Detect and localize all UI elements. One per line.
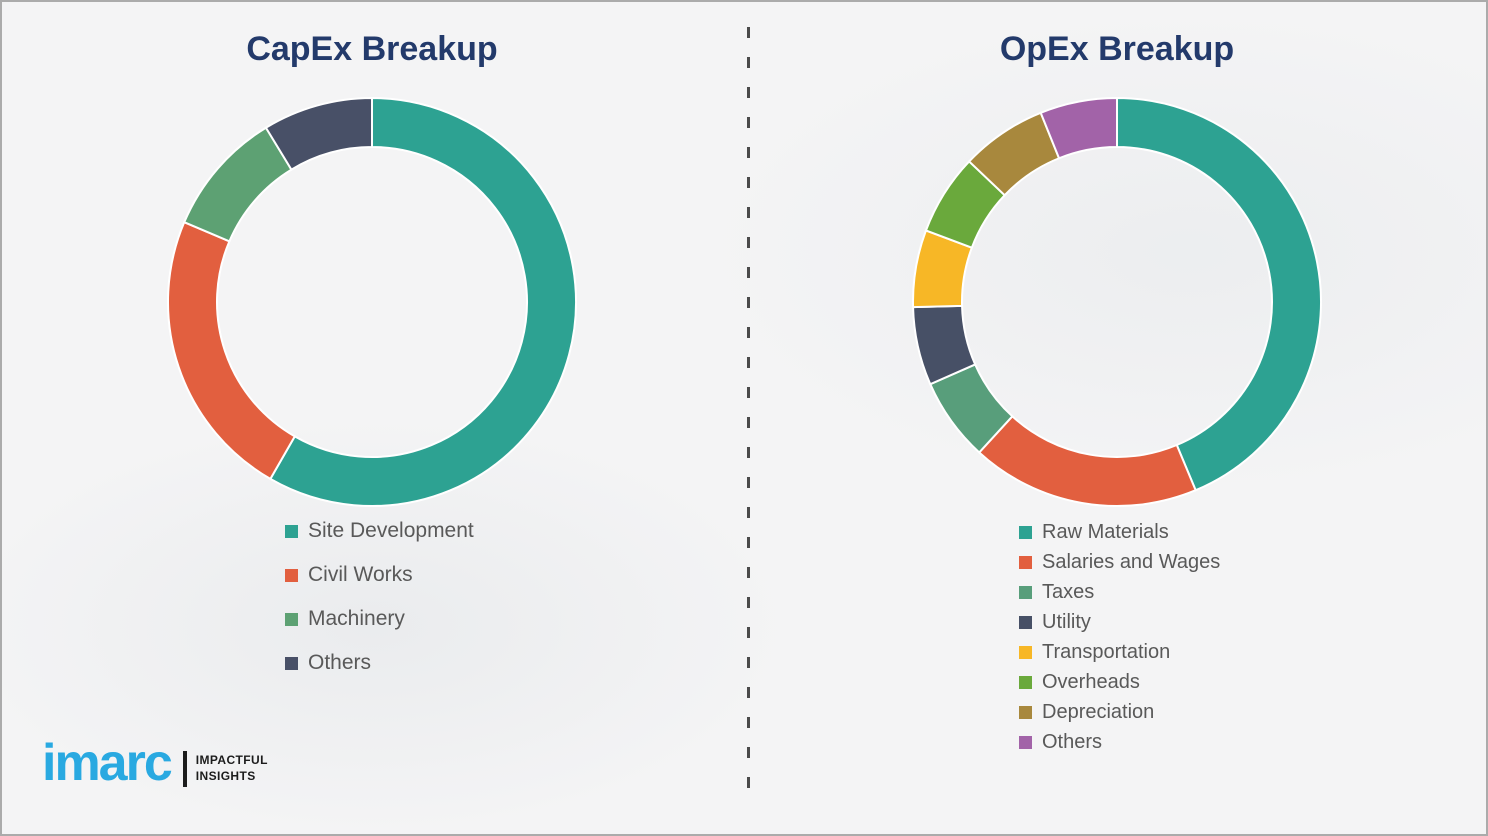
legend-item-others: Others [1019,727,1220,757]
legend-swatch-utility [1019,615,1032,629]
legend-swatch-others [285,656,298,670]
legend-swatch-site-development [285,524,298,538]
legend-swatch-machinery [285,612,298,626]
legend-label: Others [1042,730,1103,753]
capex-legend: Site Development Civil Works Machinery Othe… [285,509,474,685]
legend-label: Civil Works [308,563,413,586]
opex-chart-title: OpEx Breakup [999,30,1235,68]
logo-divider-bar [182,750,187,787]
donut-segment-others [264,97,373,171]
legend-item-salaries-and-wages: Salaries and Wages [1019,547,1220,577]
legend-label: Overheads [1042,670,1140,693]
donut-segment-site-development [269,97,577,507]
imarc-logo-text: imarc [42,734,173,792]
legend-swatch-taxes [1019,585,1032,599]
legend-item-transportation: Transportation [1019,637,1220,667]
imarc-logo: imarc IMPACTFUL INSIGHTS [42,734,268,792]
legend-item-utility: Utility [1019,607,1220,637]
legend-swatch-civil-works [285,568,298,582]
legend-item-raw-materials: Raw Materials [1019,517,1220,547]
legend-swatch-transportation [1019,645,1032,659]
legend-swatch-others [1019,735,1032,749]
legend-item-others: Others [285,641,474,685]
logo-tagline-line2: INSIGHTS [195,768,256,783]
legend-label: Others [308,651,372,674]
legend-swatch-salaries-and-wages [1019,555,1032,569]
donut-segment-salaries-and-wages [977,414,1197,507]
legend-item-overheads: Overheads [1019,667,1220,697]
donut-segment-civil-works [167,220,297,481]
legend-swatch-depreciation [1019,705,1032,719]
legend-item-depreciation: Depreciation [1019,697,1220,727]
donut-segment-raw-materials [1116,97,1322,492]
logo-tagline-line1: IMPACTFUL [195,753,268,768]
capex-donut-chart [167,97,577,507]
legend-item-taxes: Taxes [1019,577,1220,607]
divider-dashed-line [747,27,750,789]
logo-tagline: IMPACTFUL INSIGHTS [196,753,268,784]
legend-label: Transportation [1042,640,1171,663]
legend-item-site-development: Site Development [285,509,474,553]
legend-label: Raw Materials [1042,520,1169,543]
legend-swatch-overheads [1019,675,1032,689]
opex-legend: Raw Materials Salaries and Wages Taxes Util… [1019,517,1220,757]
opex-donut-chart [912,97,1322,507]
legend-label: Depreciation [1042,700,1155,723]
legend-swatch-raw-materials [1019,525,1032,539]
capex-chart-title: CapEx Breakup [246,30,498,68]
legend-label: Machinery [308,607,405,630]
legend-label: Salaries and Wages [1042,550,1221,573]
legend-item-machinery: Machinery [285,597,474,641]
legend-label: Taxes [1042,580,1095,603]
donut-segment-others [1039,97,1118,160]
legend-label: Utility [1042,610,1091,633]
legend-item-civil-works: Civil Works [285,553,474,597]
legend-label: Site Development [308,519,474,542]
